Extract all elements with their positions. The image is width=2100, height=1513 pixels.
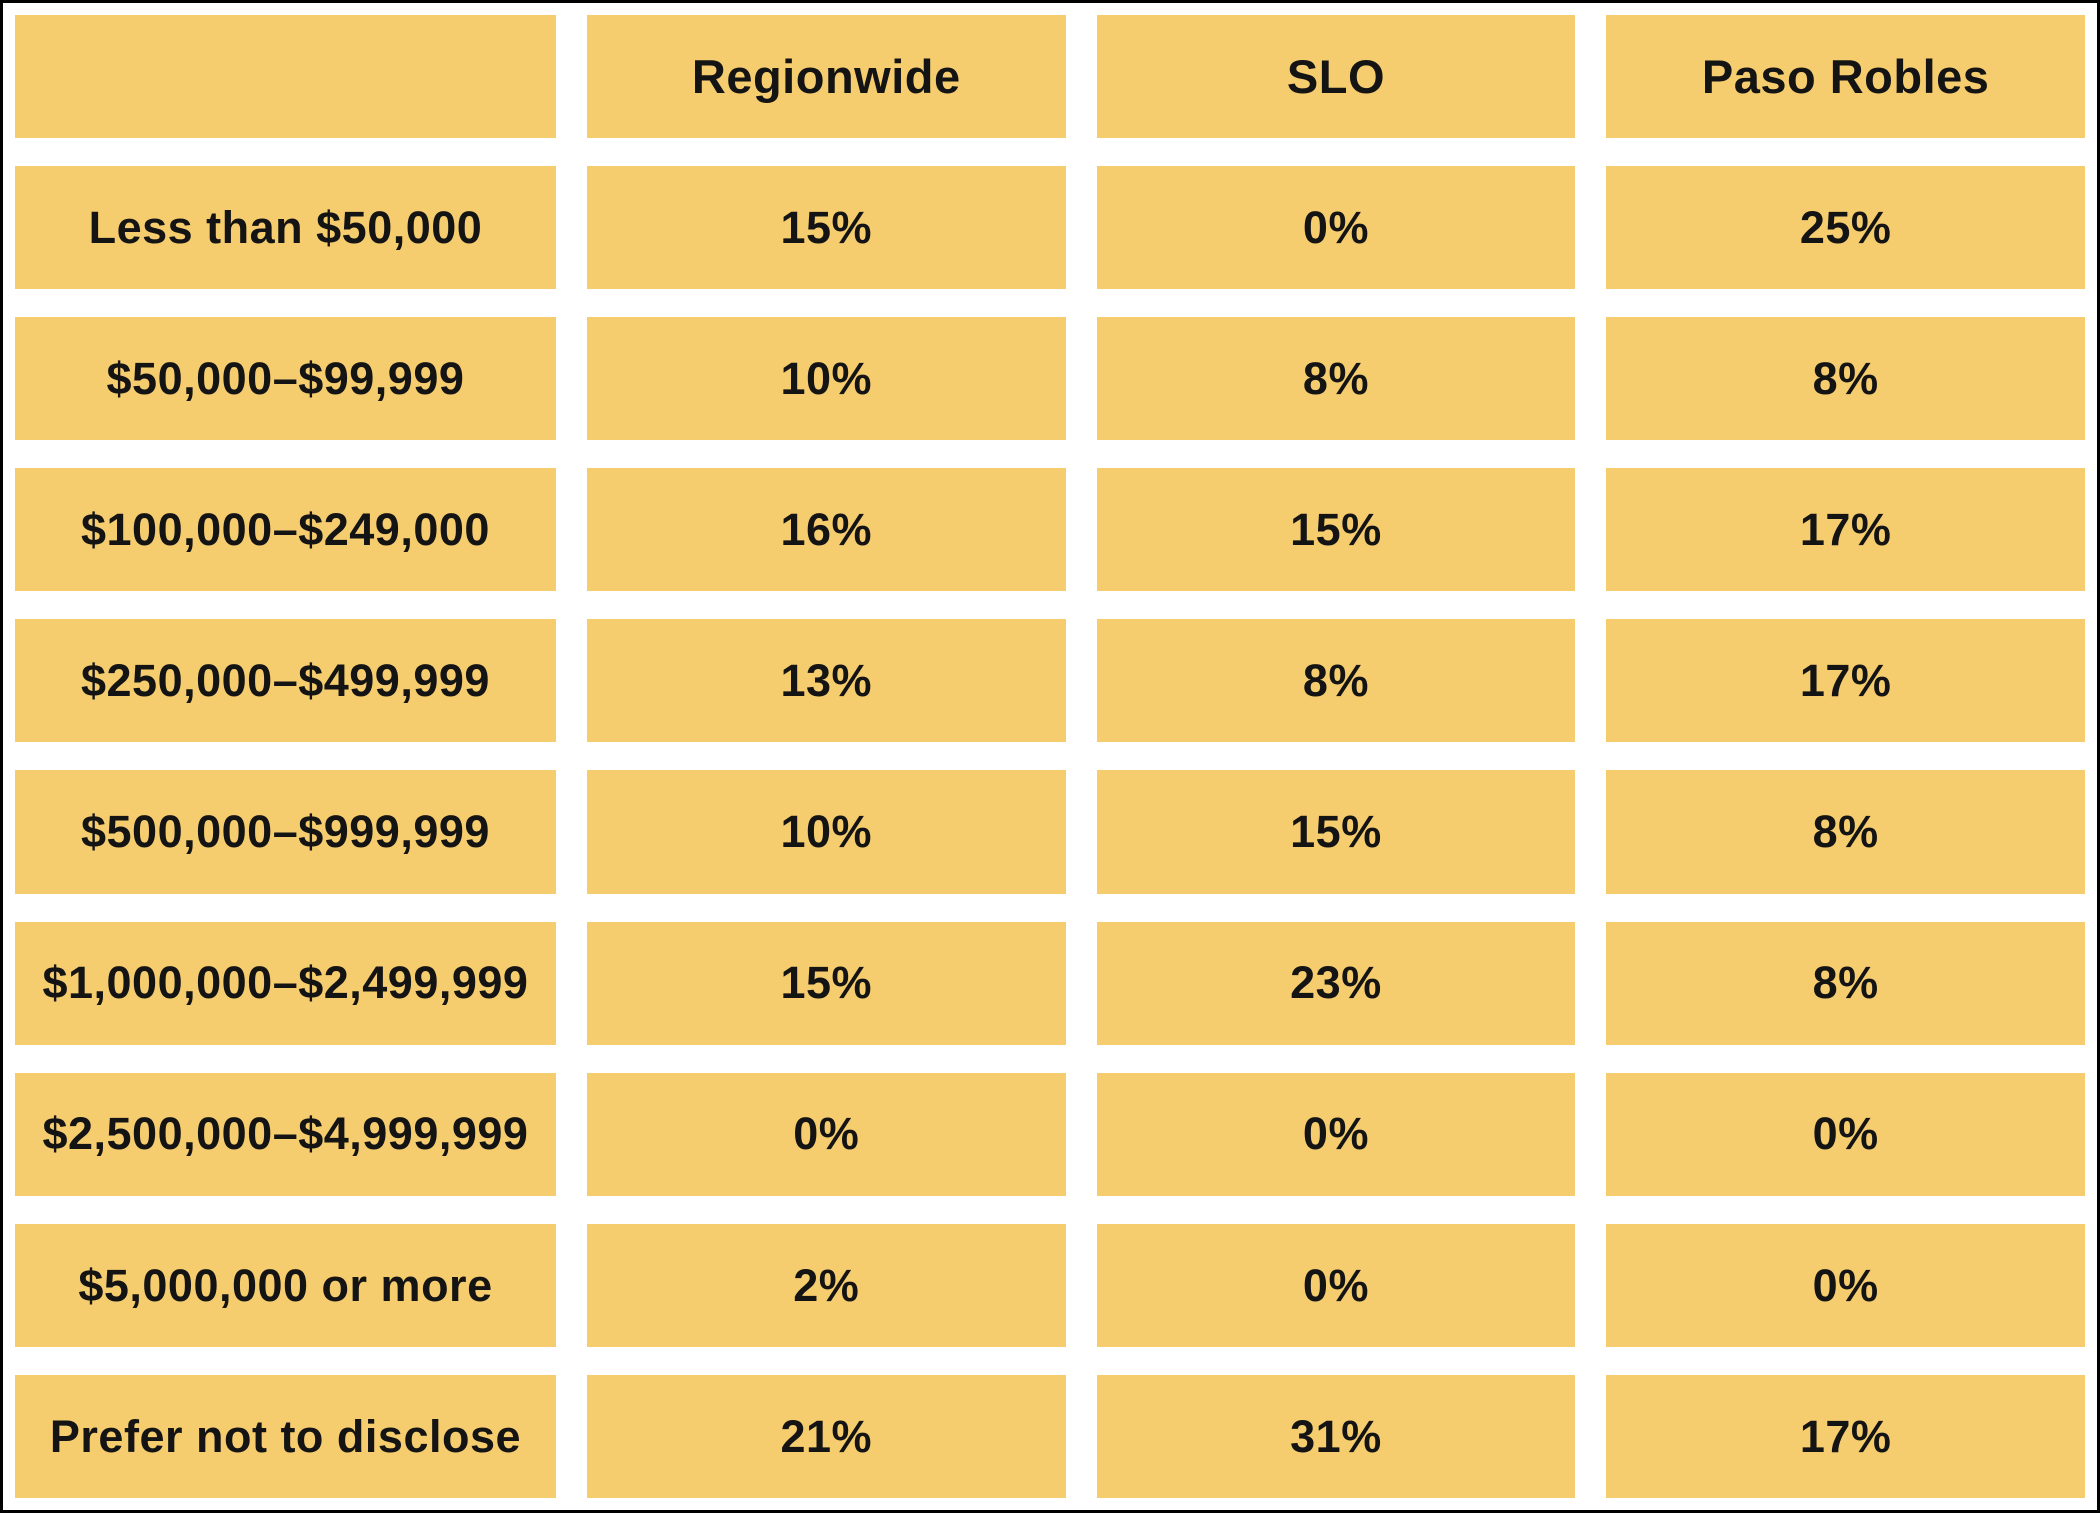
- value-cell-slo: 0%: [1096, 166, 1576, 290]
- value-cell-slo: 15%: [1096, 468, 1576, 592]
- row-label-cell: $5,000,000 or more: [15, 1223, 556, 1347]
- value-cell-paso-robles: 8%: [1606, 921, 2085, 1045]
- value-cell-paso-robles: 8%: [1606, 317, 2085, 441]
- column-header-slo: SLO: [1096, 15, 1576, 139]
- column-header-paso-robles: Paso Robles: [1606, 15, 2085, 139]
- value-cell-slo: 0%: [1096, 1072, 1576, 1196]
- value-cell-paso-robles: 17%: [1606, 619, 2085, 743]
- value-cell-paso-robles: 17%: [1606, 468, 2085, 592]
- row-label-cell: $500,000–$999,999: [15, 770, 556, 894]
- row-label-cell: $2,500,000–$4,999,999: [15, 1072, 556, 1196]
- value-cell-paso-robles: 0%: [1606, 1072, 2085, 1196]
- value-cell-slo: 0%: [1096, 1223, 1576, 1347]
- row-label-cell: $1,000,000–$2,499,999: [15, 921, 556, 1045]
- row-label-cell: $50,000–$99,999: [15, 317, 556, 441]
- value-cell-slo: 23%: [1096, 921, 1576, 1045]
- value-cell-paso-robles: 25%: [1606, 166, 2085, 290]
- corner-blank-cell: [15, 15, 556, 139]
- value-cell-slo: 31%: [1096, 1374, 1576, 1498]
- value-cell-regionwide: 0%: [586, 1072, 1066, 1196]
- row-label-cell: Prefer not to disclose: [15, 1374, 556, 1498]
- value-cell-regionwide: 10%: [586, 317, 1066, 441]
- value-cell-regionwide: 16%: [586, 468, 1066, 592]
- value-cell-regionwide: 2%: [586, 1223, 1066, 1347]
- value-cell-slo: 8%: [1096, 619, 1576, 743]
- row-label-cell: $100,000–$249,000: [15, 468, 556, 592]
- value-cell-regionwide: 15%: [586, 921, 1066, 1045]
- value-cell-paso-robles: 0%: [1606, 1223, 2085, 1347]
- value-cell-regionwide: 21%: [586, 1374, 1066, 1498]
- value-cell-paso-robles: 8%: [1606, 770, 2085, 894]
- row-label-cell: Less than $50,000: [15, 166, 556, 290]
- value-cell-paso-robles: 17%: [1606, 1374, 2085, 1498]
- value-cell-slo: 8%: [1096, 317, 1576, 441]
- value-cell-slo: 15%: [1096, 770, 1576, 894]
- value-cell-regionwide: 15%: [586, 166, 1066, 290]
- value-cell-regionwide: 10%: [586, 770, 1066, 894]
- value-cell-regionwide: 13%: [586, 619, 1066, 743]
- row-label-cell: $250,000–$499,999: [15, 619, 556, 743]
- column-header-regionwide: Regionwide: [586, 15, 1066, 139]
